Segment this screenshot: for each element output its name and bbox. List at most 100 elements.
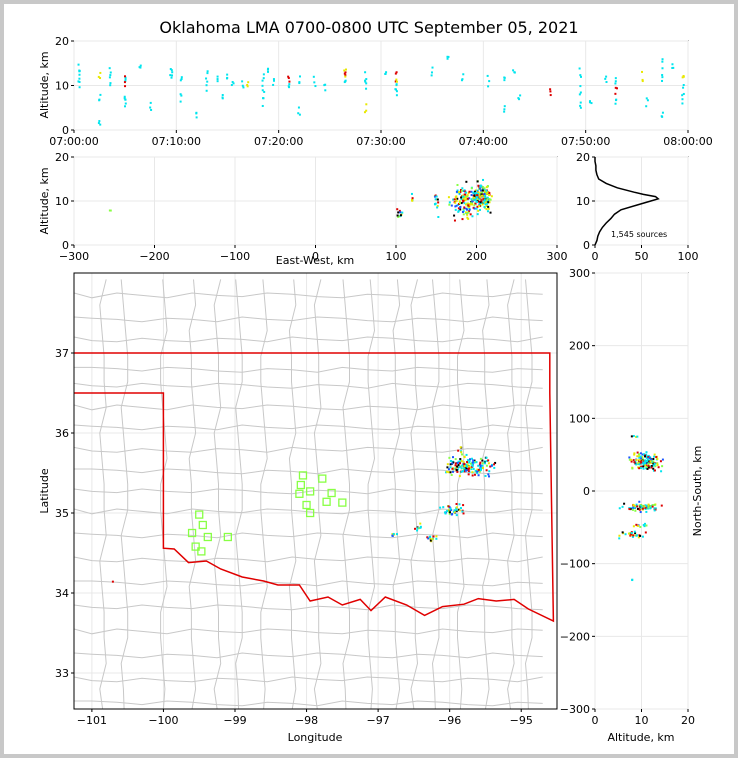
time-altitude-point	[171, 71, 174, 74]
ns-altitude-point	[634, 509, 637, 512]
county-line	[99, 279, 107, 709]
ew-altitude-point	[473, 196, 476, 199]
county-line	[260, 279, 268, 709]
ns-altitude-point	[632, 434, 635, 437]
map-source-point	[395, 533, 398, 536]
ew-altitude-point	[456, 203, 459, 206]
map-source-point	[454, 458, 457, 461]
time-altitude-point	[590, 102, 593, 105]
ew-altitude-point	[485, 208, 488, 211]
ew-altitude-point	[458, 190, 461, 193]
ew-altitude-point	[480, 191, 483, 194]
hist-axis-ytick-label: 20	[576, 151, 590, 164]
county-line	[74, 404, 543, 411]
map-source-point	[416, 529, 419, 532]
lma-station-marker	[298, 471, 308, 480]
ew-altitude-point	[465, 180, 468, 183]
ew-altitude-point	[456, 197, 459, 200]
ew-altitude-point	[457, 207, 460, 210]
map-source-point	[472, 467, 475, 470]
time-altitude-point	[124, 79, 127, 82]
map-source-point	[477, 474, 480, 477]
map-source-point	[480, 467, 483, 470]
ew-altitude-point	[483, 189, 486, 192]
time-altitude-point	[170, 76, 173, 79]
ew-altitude-point	[397, 215, 400, 218]
map-source-point	[466, 468, 469, 471]
ew-axis-xtick-label: −200	[139, 250, 169, 263]
ns-altitude-point	[644, 464, 647, 467]
ew-altitude-point	[456, 189, 459, 192]
time-altitude-point	[263, 90, 266, 93]
ns-altitude-point	[657, 466, 660, 469]
county-borders	[74, 279, 543, 709]
ew-altitude-point	[482, 188, 485, 191]
county-line	[74, 604, 543, 611]
time-altitude-point	[180, 77, 183, 80]
lma-station-marker	[187, 528, 197, 538]
ns-altitude-point	[635, 534, 638, 537]
map-source-point	[462, 461, 465, 464]
time-altitude-point	[124, 102, 127, 105]
time-altitude-point	[99, 77, 102, 80]
map-source-point	[443, 511, 446, 514]
ew-axis-xtick-label: 200	[466, 250, 487, 263]
county-line	[74, 676, 543, 683]
ew-altitude-point	[483, 205, 486, 208]
time-altitude-point	[681, 94, 684, 97]
ew-altitude-point	[399, 214, 402, 217]
map-source-point	[449, 463, 452, 466]
time-altitude-point	[205, 84, 208, 87]
ns-altitude-point	[644, 504, 647, 507]
ew-altitude-point	[484, 190, 487, 193]
ns-altitude-point	[639, 525, 642, 528]
time-altitude-point	[513, 71, 516, 74]
time-altitude-point	[109, 71, 112, 74]
ew-altitude-point	[462, 195, 465, 198]
ew-altitude-point	[489, 211, 492, 214]
ns-altitude-point	[641, 457, 644, 460]
time-altitude-point	[205, 89, 208, 92]
time-altitude-point	[461, 78, 464, 81]
ns-altitude-point	[660, 470, 663, 473]
time-altitude-point	[231, 81, 234, 84]
ns-altitude-point	[647, 507, 650, 510]
ns-altitude-point	[635, 435, 638, 438]
ew-altitude-point	[470, 190, 473, 193]
ew-altitude-point	[477, 191, 480, 194]
time-altitude-point	[123, 81, 126, 84]
ew-altitude-point	[411, 199, 414, 202]
ns-altitude-point	[638, 500, 641, 503]
ns-axis-ytick-label: −200	[560, 630, 590, 643]
lma-station-marker	[327, 488, 336, 498]
time-altitude-point	[206, 72, 209, 75]
ew-altitude-point	[437, 216, 440, 219]
time-altitude-point	[124, 75, 127, 78]
time-altitude-point	[98, 120, 101, 123]
time-altitude-point	[446, 57, 449, 60]
ew-altitude-point	[474, 189, 477, 192]
hist-axis-xtick-label: 50	[635, 250, 649, 263]
county-line	[188, 279, 197, 709]
map-source-point	[459, 458, 462, 461]
ns-altitude-point	[633, 506, 636, 509]
time-axis-xtick-label: 07:30:00	[356, 135, 405, 148]
map-source-point	[448, 512, 451, 515]
time-altitude-point	[261, 79, 264, 82]
ew-axis-ytick-label: 0	[62, 239, 69, 252]
county-line	[431, 279, 440, 709]
ew-altitude-point	[462, 200, 465, 203]
ns-altitude-point	[647, 464, 650, 467]
time-altitude-point	[579, 85, 582, 88]
map-source-point	[489, 465, 492, 468]
map-axis-ytick-label: 34	[55, 587, 69, 600]
ew-altitude-point	[457, 209, 460, 212]
ns-altitude-point	[648, 457, 651, 460]
map-source-point	[458, 475, 461, 478]
map-source-point	[478, 470, 481, 473]
time-altitude-point	[344, 74, 347, 77]
ns-altitude-point	[646, 458, 649, 461]
ew-altitude-point	[456, 183, 459, 186]
ew-altitude-point	[477, 198, 480, 201]
ew-altitude-point	[466, 195, 469, 198]
